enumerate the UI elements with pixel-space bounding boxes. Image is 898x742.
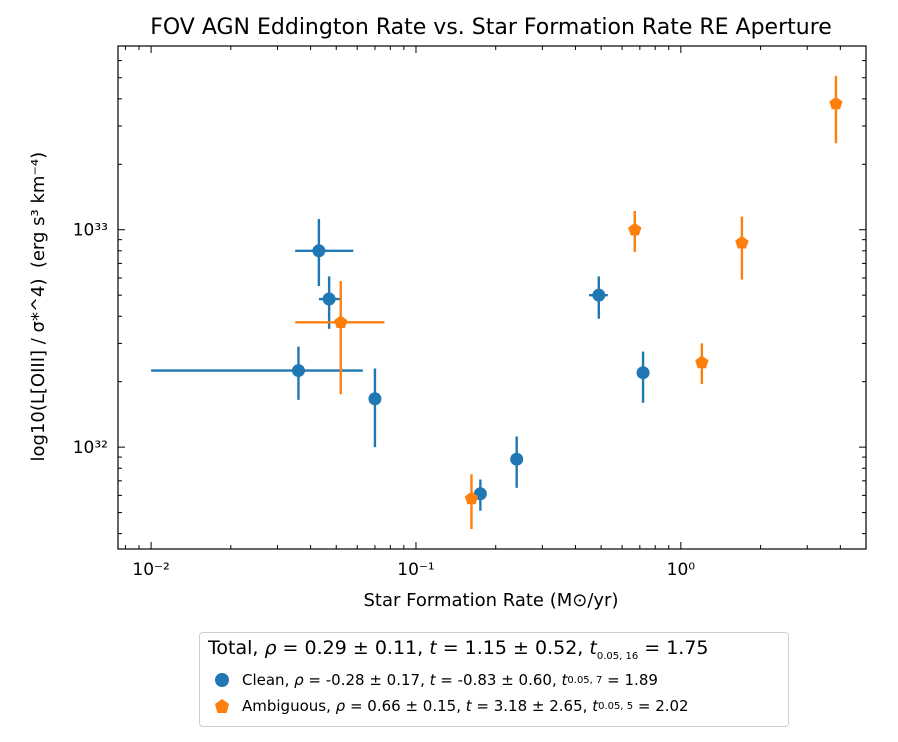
clean-point: [592, 288, 606, 302]
chart-title: FOV AGN Eddington Rate vs. Star Formatio…: [150, 15, 832, 40]
x-axis-label: Star Formation Rate (M⊙/yr): [364, 590, 619, 611]
clean-point: [312, 244, 326, 258]
legend-item-ambiguous: Ambiguous, ρ = 0.66 ± 0.15, t = 3.18 ± 2…: [214, 697, 689, 715]
clean-point: [322, 292, 336, 306]
ambiguous-marker-icon: [215, 699, 229, 713]
clean-point: [368, 392, 382, 406]
ambiguous-point: [695, 355, 709, 369]
clean-point: [291, 364, 305, 378]
legend-item-clean: Clean, ρ = -0.28 ± 0.17, t = -0.83 ± 0.6…: [214, 671, 658, 689]
clean-point: [510, 452, 524, 466]
y-axis-label-units: (erg s³ km⁻⁴): [28, 152, 49, 268]
plot-frame: [117, 45, 867, 550]
plot-area: 10⁻² 10⁻¹ 10⁰ 10³² 10³³: [73, 45, 867, 580]
x-tick-label: 10⁻¹: [397, 560, 434, 580]
ambiguous-point: [829, 96, 843, 110]
ambiguous-point: [628, 222, 642, 236]
clean-marker-icon: [215, 673, 229, 687]
y-axis-label: log10(L[OIII] / σ*^4) (erg s³ km⁻⁴): [28, 152, 49, 462]
clean-point: [636, 366, 650, 380]
x-tick-label: 10⁰: [667, 560, 696, 580]
ambiguous-point: [735, 235, 749, 249]
y-tick-label: 10³³: [73, 221, 108, 241]
legend-title: Total, ρ = 0.29 ± 0.11, t = 1.15 ± 0.52,…: [208, 637, 709, 662]
y-axis-label-main: log10(L[OIII] / σ*^4): [28, 278, 49, 461]
legend: Total, ρ = 0.29 ± 0.11, t = 1.15 ± 0.52,…: [199, 632, 789, 727]
ambiguous-point: [464, 491, 479, 505]
x-tick-label: 10⁻²: [132, 560, 169, 580]
y-tick-label: 10³²: [73, 438, 108, 458]
ambiguous-point: [334, 315, 348, 328]
